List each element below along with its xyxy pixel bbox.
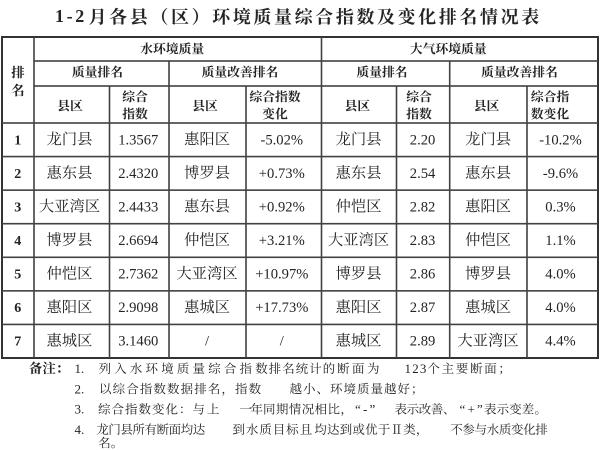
svg-text:2.6694: 2.6694: [118, 233, 159, 249]
svg-text:7: 7: [14, 335, 21, 350]
svg-text:5: 5: [14, 268, 21, 283]
svg-text:2.4433: 2.4433: [118, 199, 158, 215]
svg-text:/: /: [280, 334, 285, 350]
svg-text:1.: 1.: [75, 361, 85, 376]
svg-text:2.: 2.: [75, 381, 85, 396]
svg-text:2.20: 2.20: [410, 132, 436, 148]
svg-text:-10.2%: -10.2%: [539, 132, 582, 148]
svg-text:4.: 4.: [75, 422, 85, 437]
svg-text:/: /: [205, 334, 210, 350]
svg-text:2.83: 2.83: [410, 233, 436, 249]
svg-text:+3.21%: +3.21%: [259, 233, 305, 249]
svg-text:4.0%: 4.0%: [545, 267, 575, 283]
svg-text:+0.92%: +0.92%: [259, 199, 305, 215]
svg-text:-9.6%: -9.6%: [543, 166, 578, 182]
svg-text:0.3%: 0.3%: [545, 199, 575, 215]
svg-text:2.89: 2.89: [410, 334, 436, 350]
svg-text:4: 4: [14, 234, 21, 249]
svg-text:2.87: 2.87: [410, 300, 436, 316]
svg-text:1.3567: 1.3567: [118, 132, 158, 148]
svg-text:123: 123: [405, 361, 428, 376]
svg-text:3.1460: 3.1460: [118, 334, 158, 350]
svg-text:1.1%: 1.1%: [545, 233, 575, 249]
svg-text:-5.02%: -5.02%: [261, 132, 304, 148]
svg-text:3: 3: [14, 200, 21, 215]
svg-text:2.82: 2.82: [410, 199, 436, 215]
svg-text:2.7362: 2.7362: [118, 267, 158, 283]
svg-text:2.4320: 2.4320: [118, 166, 158, 182]
svg-text:6: 6: [14, 301, 21, 316]
svg-text:“-”: “-”: [355, 402, 377, 417]
svg-text:1: 1: [14, 133, 21, 148]
svg-text:4.0%: 4.0%: [545, 300, 575, 316]
svg-text:4.4%: 4.4%: [545, 334, 575, 350]
svg-text:2: 2: [14, 167, 21, 182]
svg-text:3.: 3.: [75, 402, 85, 417]
svg-text:“+”: “+”: [460, 402, 485, 417]
svg-text:1-2: 1-2: [55, 6, 87, 26]
svg-text:2.9098: 2.9098: [118, 300, 158, 316]
svg-text:+17.73%: +17.73%: [255, 300, 308, 316]
svg-text:2.86: 2.86: [410, 267, 436, 283]
svg-text:+10.97%: +10.97%: [255, 267, 308, 283]
svg-text:2.54: 2.54: [410, 166, 436, 182]
svg-text:+0.73%: +0.73%: [259, 166, 305, 182]
